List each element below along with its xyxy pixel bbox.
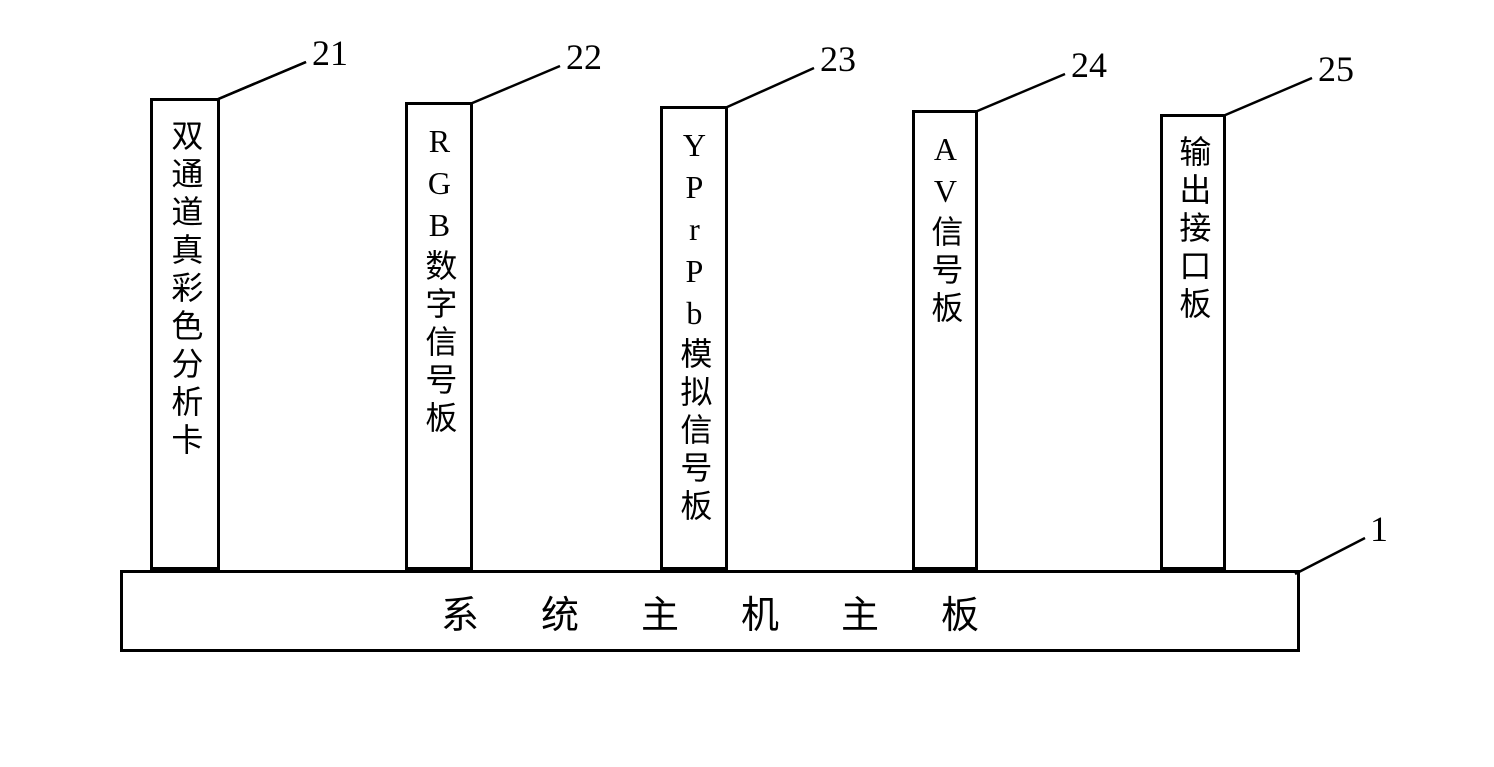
mainboard: 系统主机主板 xyxy=(120,570,1300,652)
card-25-text: 输出接口板 xyxy=(1175,135,1212,325)
card-24: AV信号板 xyxy=(912,110,978,570)
card-22: RGB数字信号板 xyxy=(405,102,473,570)
card-25: 输出接口板 xyxy=(1160,114,1226,570)
card-24-text: AV信号板 xyxy=(927,131,964,329)
block-diagram: 双通道真彩色分析卡 21 RGB数字信号板 22 YPrPb模拟信号板 23 A… xyxy=(120,40,1380,730)
label-22: 22 xyxy=(566,36,602,78)
card-21-text: 双通道真彩色分析卡 xyxy=(167,119,204,461)
leader-22-line xyxy=(470,66,560,104)
leader-24-line xyxy=(975,74,1065,112)
leader-25-line xyxy=(1223,78,1312,116)
mainboard-text: 系统主机主板 xyxy=(379,584,1041,639)
leader-line-21 xyxy=(216,62,306,100)
card-21: 双通道真彩色分析卡 xyxy=(150,98,220,570)
label-25: 25 xyxy=(1318,48,1354,90)
label-1: 1 xyxy=(1370,508,1388,550)
leader-21-line xyxy=(216,62,306,100)
leader-1-line xyxy=(1295,538,1365,574)
card-22-text: RGB数字信号板 xyxy=(421,123,458,439)
label-21: 21 xyxy=(312,32,348,74)
label-24: 24 xyxy=(1071,44,1107,86)
leader-23-line xyxy=(725,68,814,108)
label-23: 23 xyxy=(820,38,856,80)
card-23: YPrPb模拟信号板 xyxy=(660,106,728,570)
card-23-text: YPrPb模拟信号板 xyxy=(676,127,713,527)
